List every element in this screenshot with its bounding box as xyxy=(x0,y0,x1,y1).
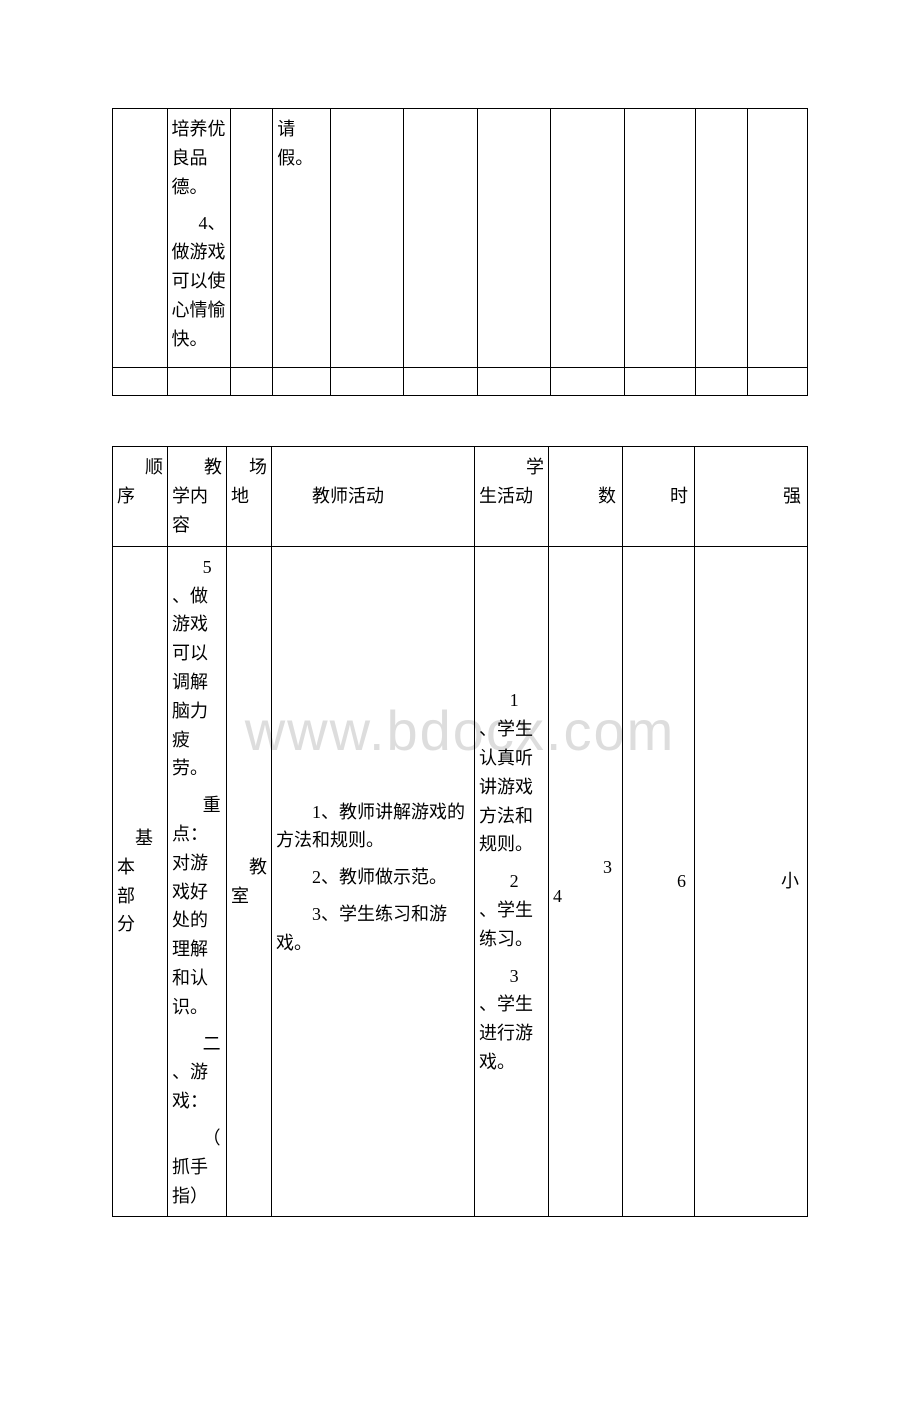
text: 2、教师做示范。 xyxy=(276,863,470,892)
text: 请假。 xyxy=(277,119,313,168)
text: 基 xyxy=(117,824,163,853)
text: 数 xyxy=(598,486,616,506)
text: 抓手指） xyxy=(172,1153,222,1211)
cell-intensity: 小 xyxy=(695,546,808,1217)
header-count: 数 xyxy=(549,447,623,546)
text: 3 xyxy=(479,962,544,991)
text: 时 xyxy=(670,486,688,506)
text: 小 xyxy=(781,871,799,891)
text: 教 xyxy=(172,453,222,482)
lesson-table-top: 培养优良品德。 4、做游戏可以使心情愉快。 请假。 xyxy=(112,108,808,396)
text: 、学生进行游戏。 xyxy=(479,990,544,1076)
cell-content: 请假。 xyxy=(273,109,331,368)
cell-count: 3 4 xyxy=(549,546,623,1217)
text: 生活动 xyxy=(479,482,544,511)
text: 2 xyxy=(479,867,544,896)
cell xyxy=(331,109,404,368)
text: 3 xyxy=(553,853,618,882)
text: 教 xyxy=(231,853,267,882)
text: 本 xyxy=(117,853,163,882)
cell xyxy=(551,109,624,368)
text: 序 xyxy=(117,482,163,511)
table-row: 培养优良品德。 4、做游戏可以使心情愉快。 请假。 xyxy=(113,109,808,368)
cell xyxy=(695,109,748,368)
header-student-activity: 学 生活动 xyxy=(475,447,549,546)
cell-place: 教 室 xyxy=(227,546,272,1217)
text: 培养优良品德。 xyxy=(172,115,226,201)
cell-content: 5 、做游戏可以调解脑力疲劳。 重 点：对游戏好处的理解和认识。 二 、游戏： … xyxy=(168,546,227,1217)
table-header-row: 顺 序 教 学内容 场 地 教师活动 学 生活动 数 时 xyxy=(113,447,808,546)
text: 地 xyxy=(231,482,267,511)
text: 强 xyxy=(783,486,801,506)
text: 顺 xyxy=(117,453,163,482)
text: 部 xyxy=(117,882,163,911)
text: 分 xyxy=(117,910,163,939)
header-intensity: 强 xyxy=(695,447,808,546)
cell xyxy=(624,109,695,368)
lesson-table-bottom: 顺 序 教 学内容 场 地 教师活动 学 生活动 数 时 xyxy=(112,446,808,1217)
text: 、学生认真听讲游戏方法和规则。 xyxy=(479,715,544,859)
text: 5 xyxy=(172,553,222,582)
cell-time: 6 xyxy=(623,546,695,1217)
text: 4 xyxy=(553,882,618,911)
text: 、游戏： xyxy=(172,1058,222,1116)
text: 1 xyxy=(479,686,544,715)
header-teacher-activity: 教师活动 xyxy=(272,447,475,546)
text: 重 xyxy=(172,791,222,820)
text: 学内容 xyxy=(172,482,222,540)
cell xyxy=(113,109,168,368)
document-page: www.bdocx.com 培养优良品德。 4、做游戏可以使心情愉快。 请假。 xyxy=(0,108,920,1217)
text: 6 xyxy=(677,871,686,891)
text: 、做游戏可以调解脑力疲劳。 xyxy=(172,582,222,784)
table-row-empty xyxy=(113,368,808,396)
cell xyxy=(230,109,273,368)
text: 4、做游戏可以使心情愉快。 xyxy=(172,209,226,353)
header-time: 时 xyxy=(623,447,695,546)
cell-sequence: 基 本 部 分 xyxy=(113,546,168,1217)
cell xyxy=(748,109,808,368)
header-sequence: 顺 序 xyxy=(113,447,168,546)
text: 点：对游戏好处的理解和认识。 xyxy=(172,820,222,1022)
header-content: 教 学内容 xyxy=(168,447,227,546)
header-place: 场 地 xyxy=(227,447,272,546)
text: 场 xyxy=(231,453,267,482)
text: 、学生练习。 xyxy=(479,896,544,954)
text: （ xyxy=(172,1124,222,1153)
text: 教师活动 xyxy=(276,482,470,511)
text: 3、学生练习和游戏。 xyxy=(276,900,470,958)
cell xyxy=(477,109,550,368)
cell xyxy=(404,109,477,368)
cell-student-activity: 1 、学生认真听讲游戏方法和规则。 2 、学生练习。 3 、学生进行游戏。 xyxy=(475,546,549,1217)
text: 1、教师讲解游戏的方法和规则。 xyxy=(276,798,470,856)
cell-content: 培养优良品德。 4、做游戏可以使心情愉快。 xyxy=(167,109,230,368)
text: 学 xyxy=(479,453,544,482)
text: 室 xyxy=(231,882,267,911)
cell-teacher-activity: 1、教师讲解游戏的方法和规则。 2、教师做示范。 3、学生练习和游戏。 xyxy=(272,546,475,1217)
table-body-row: 基 本 部 分 5 、做游戏可以调解脑力疲劳。 重 点：对游戏好处的理解和认识。… xyxy=(113,546,808,1217)
text: 二 xyxy=(172,1030,222,1059)
